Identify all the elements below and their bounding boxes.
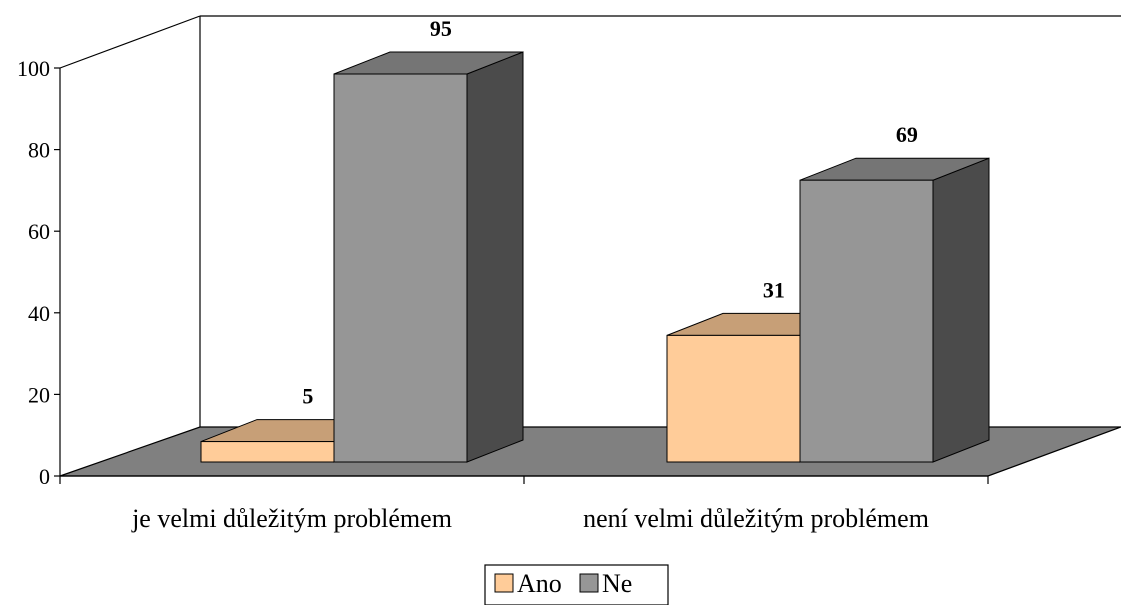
- y-tick-label: 20: [28, 382, 50, 407]
- legend: Ano Ne: [484, 564, 669, 605]
- x-axis-ticks: [59, 476, 989, 484]
- legend-label-ano: Ano: [517, 569, 562, 598]
- bars: [200, 51, 990, 463]
- bar-ne-1: [333, 51, 524, 463]
- y-tick-label: 40: [28, 301, 50, 326]
- category-label: není velmi důležitým problémem: [583, 504, 929, 533]
- category-labels: je velmi důležitým problémem není velmi d…: [131, 504, 929, 533]
- data-label: 31: [763, 277, 785, 302]
- legend-label-ne: Ne: [602, 569, 632, 598]
- bar-side-face: [466, 51, 524, 463]
- y-tick-label: 0: [39, 464, 50, 489]
- side-wall-top-edge: [59, 15, 201, 69]
- bar-front-face: [799, 179, 934, 463]
- data-label: 95: [430, 16, 452, 41]
- y-tick-label: 100: [17, 56, 50, 81]
- data-label: 5: [302, 384, 313, 409]
- bar-front-face: [666, 334, 801, 463]
- bar-front-face: [200, 441, 335, 463]
- legend-box: [484, 564, 669, 605]
- data-labels: 5 95 31 69: [302, 16, 918, 409]
- bar-ne-2: [799, 157, 990, 463]
- y-tick-label: 60: [28, 219, 50, 244]
- y-tick-label: 80: [28, 138, 50, 163]
- bar-front-face: [333, 73, 468, 463]
- y-axis-ticks: 0 20 40 60 80 100: [17, 56, 60, 489]
- category-label: je velmi důležitým problémem: [131, 504, 452, 533]
- legend-swatch-ne: [579, 573, 599, 593]
- data-label: 69: [896, 122, 918, 147]
- legend-swatch-ano: [494, 573, 514, 593]
- bar-side-face: [932, 157, 990, 463]
